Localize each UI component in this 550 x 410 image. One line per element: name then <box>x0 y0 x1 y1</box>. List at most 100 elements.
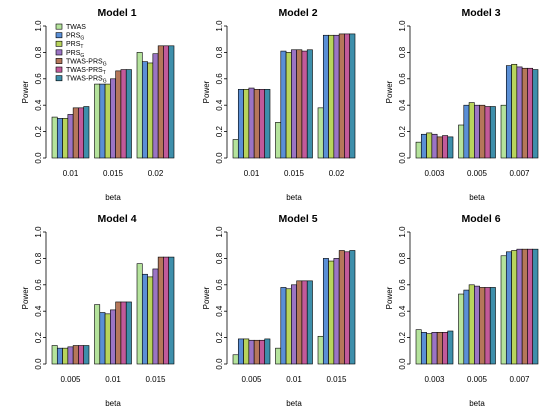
y-tick-label: 1.0 <box>398 20 407 32</box>
bar <box>511 63 518 159</box>
bar <box>264 338 271 365</box>
bar <box>280 287 287 365</box>
bar <box>431 133 438 159</box>
x-tick-label: 0.015 <box>145 375 166 384</box>
x-tick-label: 0.003 <box>424 375 445 384</box>
bar <box>94 83 101 159</box>
bar <box>484 287 491 365</box>
bar <box>474 104 480 159</box>
panel-title: Model 4 <box>97 213 136 225</box>
bar <box>110 309 116 365</box>
bar <box>301 280 308 365</box>
bar <box>62 347 69 365</box>
y-tick-label: 1.0 <box>34 20 43 32</box>
panel-6: Model 6 0.0 0.2 0.4 0.6 0.8 1.0 Power 0.003 0.005… <box>385 213 539 408</box>
legend-label: TWAS-PRSG <box>66 76 107 85</box>
bar <box>56 118 63 159</box>
x-tick-label: 0.01 <box>244 169 260 178</box>
bar <box>168 256 175 365</box>
bar <box>94 304 101 365</box>
y-tick-label: 0.8 <box>398 46 407 58</box>
y-tick-label: 0.2 <box>398 125 407 137</box>
x-tick-label: 0.02 <box>329 169 345 178</box>
bar <box>296 49 303 159</box>
bar <box>306 280 313 365</box>
bar <box>468 102 475 159</box>
legend-swatch <box>55 23 63 30</box>
bar <box>163 256 170 365</box>
bar <box>120 301 127 365</box>
bar <box>264 89 271 159</box>
bar <box>463 104 470 159</box>
y-tick-label: 0.4 <box>215 99 224 111</box>
y-tick-label: 0.4 <box>34 305 43 317</box>
legend-label: PRSG <box>66 33 84 42</box>
bar <box>532 69 539 159</box>
y-tick-label: 0.0 <box>215 152 224 164</box>
y-tick-label: 0.0 <box>398 152 407 164</box>
bar <box>99 312 106 365</box>
bar <box>56 347 63 365</box>
bar <box>291 284 297 365</box>
bar <box>83 106 90 159</box>
panel-4: Model 4 0.0 0.2 0.4 0.6 0.8 1.0 Power 0.005 0.01 0… <box>21 213 175 408</box>
y-tick-label: 0.2 <box>215 125 224 137</box>
y-tick-label: 0.4 <box>398 305 407 317</box>
bar <box>447 136 454 159</box>
bar <box>232 354 239 365</box>
bar <box>168 45 175 159</box>
bar <box>157 45 164 159</box>
bar <box>237 338 244 365</box>
bar <box>458 124 465 159</box>
y-tick-label: 0.2 <box>34 331 43 343</box>
bar <box>78 345 85 365</box>
panel-1: Model 1 0.0 0.2 0.4 0.6 0.8 1.0 Power 0.01 0.015 0… <box>21 7 175 202</box>
panel-title: Model 5 <box>278 213 317 225</box>
x-tick-label: 0.01 <box>286 375 302 384</box>
bar <box>333 258 340 365</box>
panel-title: Model 3 <box>461 7 500 19</box>
bar <box>280 50 287 159</box>
bar <box>442 332 449 365</box>
bar <box>296 280 303 365</box>
bar <box>275 122 282 159</box>
bar <box>317 335 324 365</box>
x-axis-label: beta <box>286 399 302 408</box>
y-tick-label: 0.6 <box>215 73 224 85</box>
bar <box>500 255 507 365</box>
bar <box>147 62 154 159</box>
y-axis-label: Power <box>21 80 30 103</box>
y-tick-label: 0.6 <box>215 279 224 291</box>
panel-title: Model 1 <box>97 7 136 19</box>
x-axis-label: beta <box>105 193 121 202</box>
bar <box>344 251 351 365</box>
bar <box>344 33 351 159</box>
bar <box>275 347 282 365</box>
bar <box>484 106 491 159</box>
y-tick-label: 0.8 <box>215 46 224 58</box>
bar <box>237 89 244 159</box>
bar <box>104 313 111 365</box>
legend-label: TWAS <box>66 24 86 31</box>
x-tick-label: 0.01 <box>105 375 121 384</box>
bar <box>152 268 159 365</box>
bar <box>104 83 111 159</box>
panel-title: Model 6 <box>461 213 500 225</box>
y-tick-label: 0.2 <box>215 331 224 343</box>
bar <box>511 250 518 365</box>
y-axis-label: Power <box>385 286 394 309</box>
bar <box>285 52 292 159</box>
bar <box>253 89 260 159</box>
bar <box>259 89 266 159</box>
bar <box>253 339 260 365</box>
bar <box>72 345 79 365</box>
bar <box>521 67 528 159</box>
bar <box>62 118 69 159</box>
y-tick-label: 0.4 <box>215 305 224 317</box>
y-tick-label: 0.4 <box>398 99 407 111</box>
y-tick-label: 0.0 <box>34 358 43 370</box>
bar <box>322 34 329 159</box>
bar <box>72 107 79 159</box>
x-tick-label: 0.005 <box>467 169 488 178</box>
bar <box>248 339 255 365</box>
